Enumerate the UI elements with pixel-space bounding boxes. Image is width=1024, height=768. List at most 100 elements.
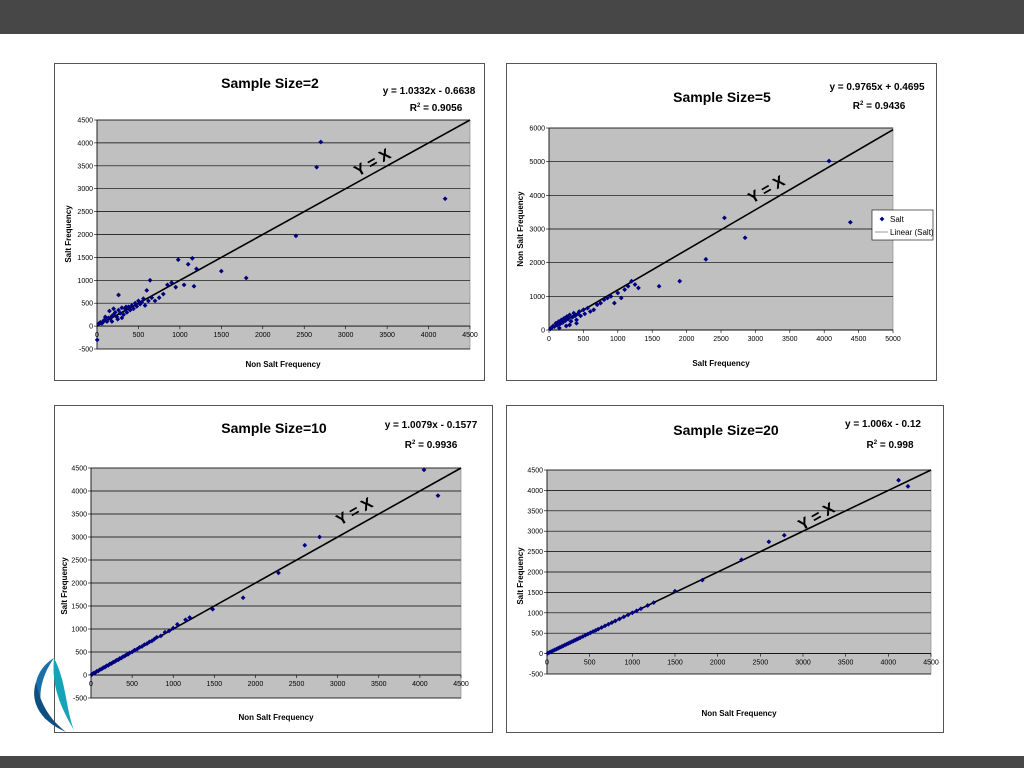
x-tick-label: 0	[545, 660, 549, 667]
x-tick-label: 4500	[851, 336, 867, 343]
data-point	[564, 314, 570, 319]
data-point	[563, 323, 569, 329]
data-point	[560, 643, 566, 649]
data-point	[181, 282, 187, 288]
data-point	[585, 631, 591, 637]
data-point	[565, 316, 571, 322]
y-tick-label: 3500	[71, 512, 87, 519]
data-point	[154, 634, 160, 640]
r-squared-label: R2 = 0.9436	[853, 101, 906, 112]
data-point	[102, 314, 108, 320]
data-point	[582, 311, 588, 317]
data-point	[576, 309, 582, 314]
data-point	[175, 257, 181, 263]
data-point	[703, 256, 709, 262]
x-tick-label: 0	[547, 336, 551, 343]
chart-title: Sample Size=2	[221, 75, 319, 91]
data-point	[571, 638, 576, 644]
data-point	[123, 304, 129, 310]
data-point	[621, 614, 627, 620]
trendline-equation: y = 0.9765x + 0.4695	[829, 82, 925, 93]
data-point	[160, 291, 166, 297]
data-point	[124, 309, 130, 315]
scatter-chart: -500050010001500200025003000350040004500…	[516, 419, 939, 718]
y-tick-label: 2500	[77, 209, 93, 216]
data-point	[905, 483, 911, 489]
scatter-chart: 0 1000 2000 3000 4000 5000 6000 0 500 1000 1500 200…	[516, 82, 934, 368]
x-tick-label: 2000	[710, 660, 726, 667]
r-squared-label: R2 = 0.998	[867, 440, 914, 451]
data-point	[591, 307, 597, 313]
data-point	[588, 630, 593, 636]
chart-panel-2: 0 1000 2000 3000 4000 5000 6000 0 500 1000 1500 200…	[506, 63, 937, 381]
x-tick-label: 500	[126, 681, 138, 688]
r-squared-symbol: R	[405, 440, 413, 451]
data-point	[141, 296, 146, 302]
x-tick-label: 3000	[748, 336, 764, 343]
y-tick-label: 0	[83, 673, 87, 680]
data-point	[556, 325, 562, 331]
data-point	[129, 303, 135, 308]
y-tick-label: 4500	[527, 468, 543, 475]
y-tick-label: 1500	[527, 590, 543, 597]
y-tick-label: 3500	[527, 508, 543, 515]
legend-box	[871, 209, 934, 241]
data-point	[276, 570, 281, 576]
y-tick-label: 1500	[71, 604, 87, 611]
x-tick-label: 4000	[421, 332, 437, 339]
data-point	[169, 280, 174, 285]
data-point	[645, 603, 651, 608]
data-point	[183, 617, 188, 623]
data-point	[136, 298, 141, 304]
data-point	[609, 620, 615, 625]
data-point	[612, 618, 618, 624]
top-bar	[0, 0, 1024, 34]
data-point	[243, 275, 249, 281]
legend-entry-salt: Salt	[890, 215, 905, 224]
x-tick-label: 1500	[214, 332, 230, 339]
data-point	[174, 622, 180, 627]
data-point	[317, 534, 322, 540]
y-tick-label: 3000	[77, 186, 93, 193]
data-point	[601, 297, 607, 303]
data-point	[126, 304, 131, 310]
data-point	[599, 625, 605, 630]
data-point	[699, 577, 705, 583]
data-point	[142, 642, 147, 648]
data-point	[127, 307, 133, 313]
data-point	[96, 321, 102, 327]
data-point	[634, 608, 639, 614]
data-point	[826, 158, 832, 164]
data-point	[781, 532, 787, 538]
x-tick-label: 3500	[379, 332, 395, 339]
x-tick-label: 1500	[644, 336, 660, 343]
data-point	[552, 647, 558, 653]
scatter-chart: -500050010001500200025003000350040004500…	[64, 75, 478, 369]
data-point	[561, 315, 567, 321]
y-tick-label: 1000	[77, 278, 93, 285]
r-squared-exponent: 2	[874, 440, 878, 446]
data-point	[672, 588, 678, 594]
data-point	[896, 477, 901, 483]
r-squared-exponent: 2	[417, 103, 421, 109]
data-point	[587, 309, 593, 314]
y-tick-label: 2000	[77, 232, 93, 239]
data-point	[302, 542, 308, 548]
x-tick-label: 3500	[782, 336, 798, 343]
y-tick-label: 3000	[527, 529, 543, 536]
x-tick-label: 500	[578, 336, 590, 343]
x-tick-label: 2000	[255, 332, 271, 339]
data-point	[567, 322, 573, 328]
data-point	[739, 557, 744, 563]
x-tick-label: 2500	[713, 336, 729, 343]
data-point	[595, 626, 601, 632]
data-point	[318, 139, 324, 145]
logo-icon	[34, 658, 74, 732]
data-point	[578, 313, 584, 319]
data-point	[847, 219, 853, 225]
data-point	[147, 277, 153, 283]
y-tick-label: 4000	[77, 140, 93, 147]
y-axis-label: Salt Frequency	[60, 557, 69, 615]
data-point	[547, 649, 552, 655]
y-tick-label: 6000	[529, 126, 545, 133]
